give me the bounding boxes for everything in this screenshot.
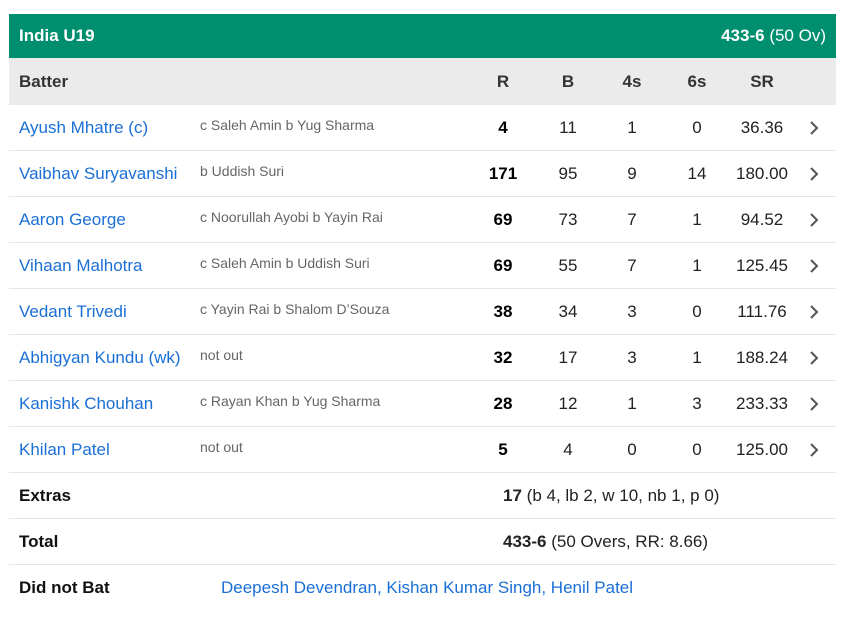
total-label: Total	[19, 531, 59, 551]
total-score: 433-6	[503, 531, 547, 551]
batter-name[interactable]: Ayush Mhatre (c)	[19, 117, 149, 137]
chevron-right-icon[interactable]	[809, 151, 819, 196]
dismissal: b Uddish Suri	[200, 163, 285, 179]
batter-name[interactable]: Vihaan Malhotra	[19, 255, 143, 275]
stat-r: 69	[493, 209, 513, 229]
stat-sixes: 14	[687, 163, 707, 183]
extras-detail: (b 4, lb 2, w 10, nb 1, p 0)	[526, 485, 720, 505]
dismissal: c Noorullah Ayobi b Yayin Rai	[200, 209, 383, 225]
stat-b: 12	[558, 393, 578, 413]
chevron-right-icon[interactable]	[809, 289, 819, 334]
innings-score: 433-6 (50 Ov)	[721, 26, 826, 46]
total-value: 433-6 (50 Overs, RR: 8.66)	[503, 519, 708, 564]
total-row: Total 433-6 (50 Overs, RR: 8.66)	[9, 519, 836, 565]
stat-b: 55	[558, 255, 578, 275]
scorecard: India U19 433-6 (50 Ov) Batter R B 4s 6s…	[9, 14, 836, 611]
stat-b: 95	[558, 163, 578, 183]
stat-sixes: 0	[692, 439, 702, 459]
batter-name[interactable]: Khilan Patel	[19, 439, 110, 459]
col-sr: SR	[750, 71, 774, 91]
batter-row[interactable]: Vaibhav Suryavanshi b Uddish Suri 171 95 9 1…	[9, 151, 836, 197]
stat-fours: 9	[627, 163, 637, 183]
stat-sr: 233.33	[736, 393, 788, 413]
col-6s: 6s	[687, 71, 707, 91]
stat-sr: 180.00	[736, 163, 788, 183]
chevron-right-icon[interactable]	[809, 335, 819, 380]
stat-fours: 1	[627, 393, 637, 413]
stat-sixes: 3	[692, 393, 702, 413]
stat-r: 4	[498, 117, 508, 137]
stat-b: 73	[558, 209, 578, 229]
batter-row[interactable]: Abhigyan Kundu (wk) not out 32 17 3 1 188.24	[9, 335, 836, 381]
stat-sixes: 1	[692, 209, 702, 229]
stat-sr: 125.00	[736, 439, 788, 459]
extras-label: Extras	[19, 485, 71, 505]
stat-fours: 7	[627, 255, 637, 275]
col-r: R	[496, 71, 510, 91]
chevron-right-icon[interactable]	[809, 105, 819, 150]
stat-b: 11	[559, 117, 577, 137]
chevron-right-icon[interactable]	[809, 197, 819, 242]
col-4s: 4s	[622, 71, 642, 91]
innings-header[interactable]: India U19 433-6 (50 Ov)	[9, 14, 836, 58]
batter-row[interactable]: Aaron George c Noorullah Ayobi b Yayin R…	[9, 197, 836, 243]
total-detail: (50 Overs, RR: 8.66)	[551, 531, 709, 551]
stat-sixes: 0	[692, 117, 702, 137]
batter-row[interactable]: Ayush Mhatre (c) c Saleh Amin b Yug Shar…	[9, 105, 836, 151]
column-headers: Batter R B 4s 6s SR	[9, 58, 836, 105]
stat-sr: 188.24	[736, 347, 788, 367]
batter-name[interactable]: Vedant Trivedi	[19, 301, 127, 321]
extras-row: Extras 17 (b 4, lb 2, w 10, nb 1, p 0)	[9, 473, 836, 519]
stat-r: 171	[488, 163, 518, 183]
dismissal: not out	[200, 439, 243, 455]
stat-r: 5	[498, 439, 508, 459]
stat-sr: 125.45	[736, 255, 788, 275]
stat-sixes: 0	[692, 301, 702, 321]
stat-sixes: 1	[692, 347, 702, 367]
stat-b: 34	[558, 301, 578, 321]
chevron-right-icon[interactable]	[809, 381, 819, 426]
overs: (50 Ov)	[769, 26, 826, 45]
stat-b: 17	[558, 347, 578, 367]
extras-value: 17 (b 4, lb 2, w 10, nb 1, p 0)	[503, 473, 719, 518]
chevron-right-icon[interactable]	[809, 243, 819, 288]
did-not-bat-row: Did not Bat Deepesh Devendran, Kishan Ku…	[9, 565, 836, 611]
stat-r: 32	[493, 347, 513, 367]
dismissal: not out	[200, 347, 243, 363]
stat-fours: 1	[627, 117, 637, 137]
stat-b: 4	[563, 439, 573, 459]
stat-fours: 0	[627, 439, 637, 459]
col-batter: Batter	[19, 71, 69, 91]
dismissal: c Saleh Amin b Yug Sharma	[200, 117, 375, 133]
col-b: B	[561, 71, 575, 91]
dismissal: c Yayin Rai b Shalom D’Souza	[200, 301, 390, 317]
batter-name[interactable]: Kanishk Chouhan	[19, 393, 154, 413]
batter-name[interactable]: Abhigyan Kundu (wk)	[19, 347, 181, 367]
dismissal: c Rayan Khan b Yug Sharma	[200, 393, 381, 409]
batter-name[interactable]: Aaron George	[19, 209, 126, 229]
did-not-bat-label: Did not Bat	[19, 578, 110, 597]
batter-row[interactable]: Vedant Trivedi c Yayin Rai b Shalom D’So…	[9, 289, 836, 335]
stat-r: 38	[493, 301, 513, 321]
stat-sr: 111.76	[737, 301, 787, 321]
batter-row[interactable]: Kanishk Chouhan c Rayan Khan b Yug Sharm…	[9, 381, 836, 427]
batter-row[interactable]: Khilan Patel not out 5 4 0 0 125.00	[9, 427, 836, 473]
batter-name[interactable]: Vaibhav Suryavanshi	[19, 163, 178, 183]
stat-r: 28	[493, 393, 513, 413]
stat-fours: 3	[627, 301, 637, 321]
batter-row[interactable]: Vihaan Malhotra c Saleh Amin b Uddish Su…	[9, 243, 836, 289]
stat-sixes: 1	[692, 255, 702, 275]
did-not-bat-players[interactable]: Deepesh Devendran, Kishan Kumar Singh, H…	[221, 578, 634, 597]
extras-total: 17	[503, 485, 522, 505]
stat-sr: 94.52	[740, 209, 784, 229]
stat-fours: 7	[627, 209, 637, 229]
team-name: India U19	[19, 26, 95, 45]
dismissal: c Saleh Amin b Uddish Suri	[200, 255, 370, 271]
chevron-right-icon[interactable]	[809, 427, 819, 472]
stat-fours: 3	[627, 347, 637, 367]
score: 433-6	[721, 26, 765, 45]
stat-sr: 36.36	[740, 117, 784, 137]
stat-r: 69	[493, 255, 513, 275]
